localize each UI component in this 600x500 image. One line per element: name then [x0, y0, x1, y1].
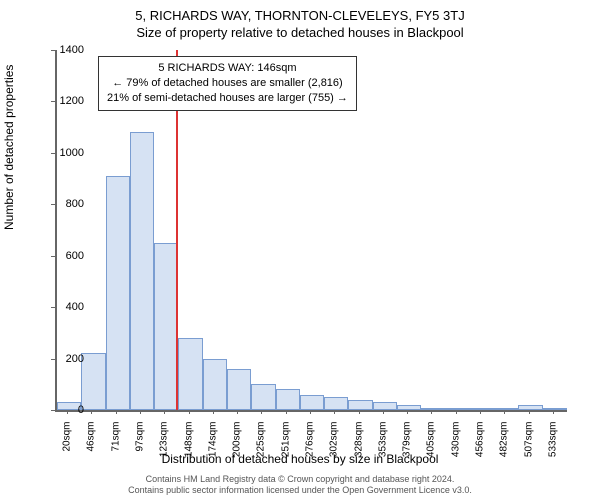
histogram-bar [421, 408, 445, 410]
x-tick-label: 46sqm [86, 422, 97, 462]
y-tick-label: 1400 [60, 44, 84, 56]
x-tick-label: 276sqm [305, 422, 316, 462]
x-tick-label: 353sqm [377, 422, 388, 462]
info-smaller: ← 79% of detached houses are smaller (2,… [107, 76, 348, 91]
histogram-bar [446, 408, 470, 410]
x-tick-label: 379sqm [402, 422, 413, 462]
x-tick-label: 148sqm [183, 422, 194, 462]
x-tick-label: 482sqm [499, 422, 510, 462]
histogram-bar [130, 132, 154, 410]
y-tick-label: 600 [66, 250, 84, 262]
histogram-bar [373, 402, 397, 410]
footer-line2: Contains public sector information licen… [0, 485, 600, 496]
footer: Contains HM Land Registry data © Crown c… [0, 474, 600, 497]
x-tick-label: 405sqm [426, 422, 437, 462]
x-tick-label: 302sqm [329, 422, 340, 462]
x-tick-label: 225sqm [256, 422, 267, 462]
histogram-bar [470, 408, 494, 410]
histogram-bar [518, 405, 542, 410]
histogram-bar [397, 405, 421, 410]
x-tick-label: 251sqm [280, 422, 291, 462]
x-tick-label: 430sqm [450, 422, 461, 462]
histogram-bar [251, 384, 275, 410]
histogram-bar [227, 369, 251, 410]
y-tick-label: 400 [66, 301, 84, 313]
x-tick-label: 174sqm [207, 422, 218, 462]
x-tick-label: 533sqm [547, 422, 558, 462]
histogram-bar [154, 243, 178, 410]
x-tick-label: 507sqm [523, 422, 534, 462]
histogram-bar [203, 359, 227, 410]
x-tick-label: 456sqm [475, 422, 486, 462]
y-axis-label: Number of detached properties [2, 65, 16, 230]
x-tick-label: 123sqm [159, 422, 170, 462]
histogram-bar [348, 400, 372, 410]
y-tick-label: 200 [66, 353, 84, 365]
footer-line1: Contains HM Land Registry data © Crown c… [0, 474, 600, 485]
histogram-bar [543, 408, 567, 410]
histogram-bar [300, 395, 324, 410]
page-title: 5, RICHARDS WAY, THORNTON-CLEVELEYS, FY5… [0, 0, 600, 23]
y-tick-label: 1000 [60, 147, 84, 159]
y-tick-label: 1200 [60, 95, 84, 107]
histogram-bar [324, 397, 348, 410]
info-larger: 21% of semi-detached houses are larger (… [107, 91, 348, 106]
histogram-bar [178, 338, 202, 410]
x-tick-label: 71sqm [110, 422, 121, 462]
histogram-bar [494, 408, 518, 410]
page-subtitle: Size of property relative to detached ho… [0, 23, 600, 40]
x-tick-label: 328sqm [353, 422, 364, 462]
histogram-bar [81, 353, 105, 410]
info-title: 5 RICHARDS WAY: 146sqm [107, 61, 348, 76]
histogram-bar [276, 389, 300, 410]
x-tick-label: 200sqm [232, 422, 243, 462]
histogram-bar [106, 176, 130, 410]
x-tick-label: 97sqm [135, 422, 146, 462]
y-tick-label: 0 [78, 404, 84, 416]
x-tick-label: 20sqm [62, 422, 73, 462]
y-tick-label: 800 [66, 198, 84, 210]
info-box: 5 RICHARDS WAY: 146sqm ← 79% of detached… [98, 56, 357, 111]
